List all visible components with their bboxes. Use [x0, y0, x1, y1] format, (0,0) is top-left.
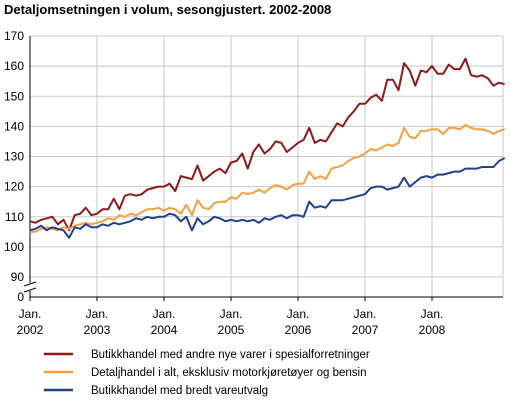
x-tick-label-year: 2006: [285, 323, 312, 337]
x-tick-label-month: Jan.: [421, 307, 444, 321]
y-tick-label: 0: [17, 290, 24, 304]
axis-break-mask: [24, 283, 36, 291]
y-tick-label: 160: [4, 59, 24, 73]
x-tick-label-year: 2008: [419, 323, 446, 337]
y-tick-label: 150: [4, 89, 24, 103]
y-tick-labels: 0 90 100 110 120 130 140 150 160 170: [4, 29, 24, 304]
y-tick-label: 90: [11, 270, 25, 284]
y-tick-label: 110: [5, 210, 24, 224]
x-tick-label-month: Jan.: [153, 307, 176, 321]
y-tick-label: 100: [4, 240, 24, 254]
y-tick-label: 140: [4, 119, 24, 133]
series-lines: [29, 57, 506, 239]
x-tick-label-year: 2007: [352, 323, 379, 337]
legend-label-3: Butikkhandel med bredt vareutvalg: [91, 385, 268, 397]
series-line-2: [30, 123, 505, 233]
x-tick-label-year: 2003: [84, 323, 111, 337]
y-tick-label: 120: [4, 180, 24, 194]
x-tick-label-month: Jan.: [287, 307, 310, 321]
series-line-3: [29, 157, 506, 239]
x-tick-label-month: Jan.: [86, 307, 109, 321]
y-tick-label: 130: [4, 150, 24, 164]
x-tick-label-year: 2002: [17, 323, 44, 337]
x-tick-labels: Jan. 2002 Jan. 2003 Jan. 2004 Jan. 2005 Jan. 2006…: [17, 307, 446, 337]
gridlines: [29, 35, 504, 298]
x-tick-label-year: 2005: [218, 323, 245, 337]
axis-break-symbol: [23, 281, 37, 293]
chart-title: Detaljomsetningen i volum, sesongjustert…: [4, 2, 332, 17]
legend-label-2: Detaljhandel i alt, eksklusiv motorkjøre…: [91, 367, 366, 379]
x-tick-label-month: Jan.: [19, 307, 42, 321]
legend: Butikkhandel med andre nye varer i spesi…: [44, 349, 370, 397]
x-tick-label-month: Jan.: [220, 307, 243, 321]
x-tick-label-month: Jan.: [354, 307, 377, 321]
axes: [23, 36, 503, 301]
legend-label-1: Butikkhandel med andre nye varer i spesi…: [91, 349, 370, 361]
y-tick-label: 170: [4, 29, 24, 43]
series-line-1: [29, 57, 505, 232]
x-tick-label-year: 2004: [151, 323, 178, 337]
